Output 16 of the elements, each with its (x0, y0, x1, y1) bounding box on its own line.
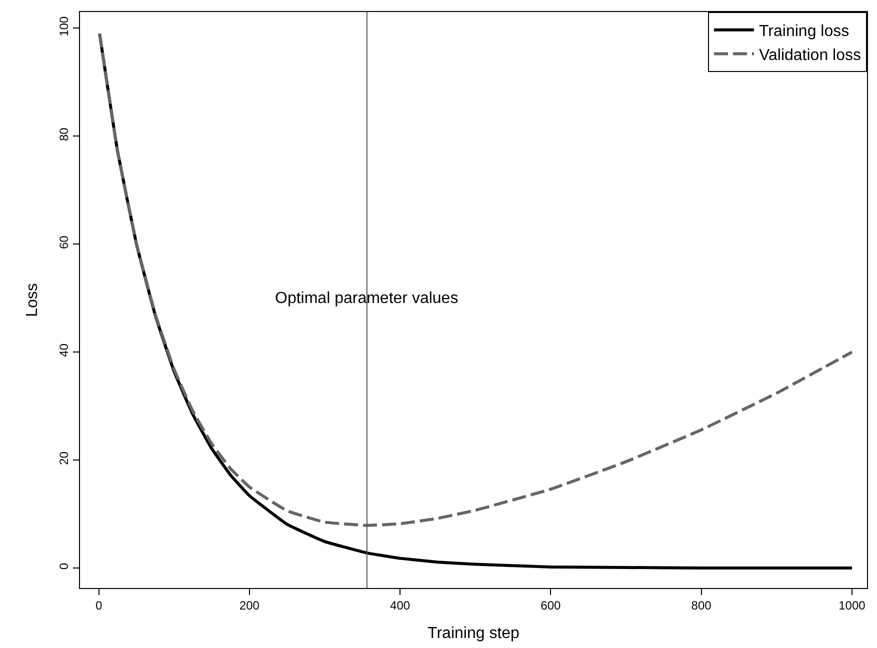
y-tick-label: 60 (57, 235, 72, 250)
y-tick-label: 80 (57, 127, 72, 142)
x-tick-label: 800 (691, 598, 712, 612)
legend-label: Training loss (759, 23, 850, 40)
x-tick-label: 0 (95, 598, 102, 612)
x-axis-title: Training step (428, 625, 520, 642)
legend-label: Validation loss (759, 46, 861, 64)
x-tick-label: 400 (390, 598, 410, 612)
y-axis-title: Loss (24, 283, 42, 317)
y-tick-label: 0 (57, 562, 72, 570)
y-tick-label: 40 (57, 343, 72, 357)
y-tick-label: 20 (57, 451, 72, 465)
x-tick-label: 600 (540, 598, 562, 612)
y-tick-label: 100 (57, 16, 72, 36)
x-tick-label: 1000 (838, 598, 866, 612)
x-tick-label: 200 (239, 598, 260, 612)
